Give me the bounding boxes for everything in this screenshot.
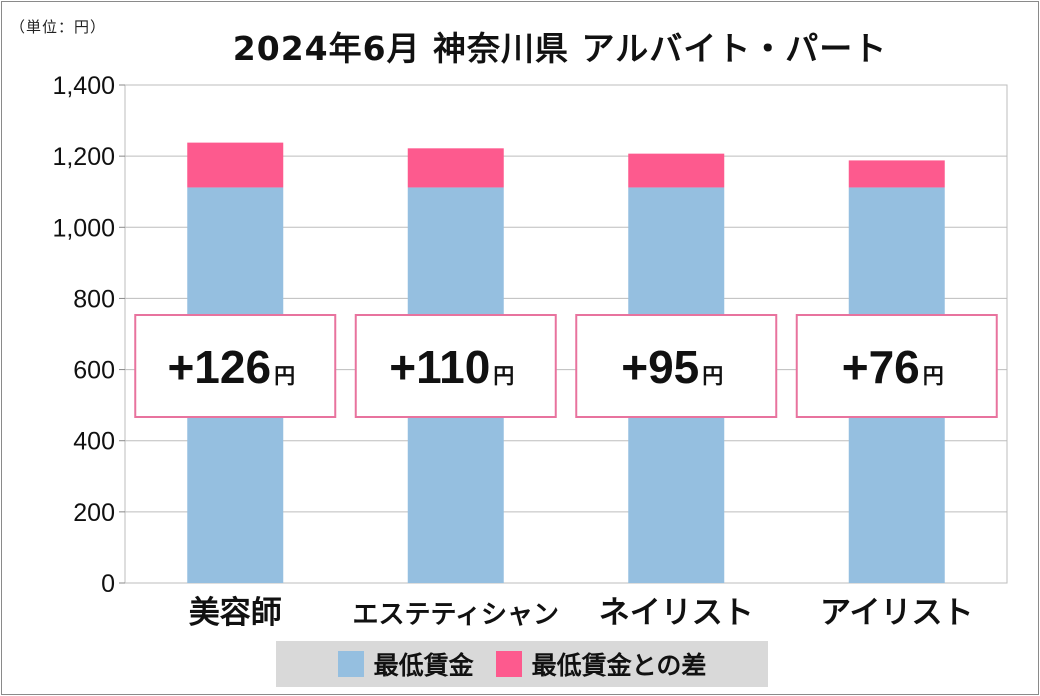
diff-label-unit: 円 <box>274 365 295 388</box>
y-tick-label: 200 <box>73 499 115 527</box>
diff-label-box <box>354 314 557 418</box>
y-tick-label: 0 <box>101 570 115 598</box>
diff-label-value: +95 <box>621 341 699 393</box>
diff-label: +76 円 <box>842 341 944 393</box>
diff-label-box <box>795 314 998 418</box>
x-tick-label: 美容師 <box>189 595 282 631</box>
legend-swatch-diff <box>495 651 522 677</box>
diff-label-box <box>575 314 778 418</box>
y-tick-label: 1,400 <box>52 72 115 100</box>
diff-label-unit: 円 <box>702 365 723 388</box>
plot-area <box>124 84 1008 584</box>
diff-label-value: +126 <box>167 341 271 393</box>
y-tick-label: 800 <box>73 285 115 313</box>
bar-diff <box>407 148 504 188</box>
legend-item-diff: 最低賃金との差 <box>495 646 707 682</box>
legend-item-base: 最低賃金 <box>337 646 474 682</box>
bar-diff <box>628 153 725 188</box>
legend: 最低賃金 最低賃金との差 <box>276 641 768 687</box>
diff-label-value: +76 <box>842 341 920 393</box>
diff-label-unit: 円 <box>493 365 514 388</box>
diff-label-value: +110 <box>389 341 490 393</box>
bar-diff <box>187 142 284 188</box>
y-tick-label: 1,000 <box>52 214 115 242</box>
unit-label: （単位：円） <box>10 18 107 36</box>
diff-label: +95 円 <box>621 341 723 393</box>
y-tick-label: 600 <box>73 357 115 385</box>
diff-label: +110 円 <box>389 341 514 393</box>
legend-label-diff: 最低賃金との差 <box>531 651 707 680</box>
diff-label-unit: 円 <box>923 365 944 388</box>
bar-diff <box>848 160 945 188</box>
x-tick-label: アイリスト <box>820 595 973 631</box>
diff-label: +126 円 <box>167 341 295 393</box>
chart-title: 2024年6月 神奈川県 アルバイト・パート <box>232 29 888 68</box>
legend-label-base: 最低賃金 <box>373 651 474 680</box>
x-tick-label: ネイリスト <box>599 595 754 631</box>
y-tick-label: 400 <box>73 428 115 456</box>
x-tick-label: エステティシャン <box>353 600 559 630</box>
legend-swatch-base <box>337 651 364 677</box>
y-tick-label: 1,200 <box>52 143 115 171</box>
diff-label-box <box>134 314 337 418</box>
